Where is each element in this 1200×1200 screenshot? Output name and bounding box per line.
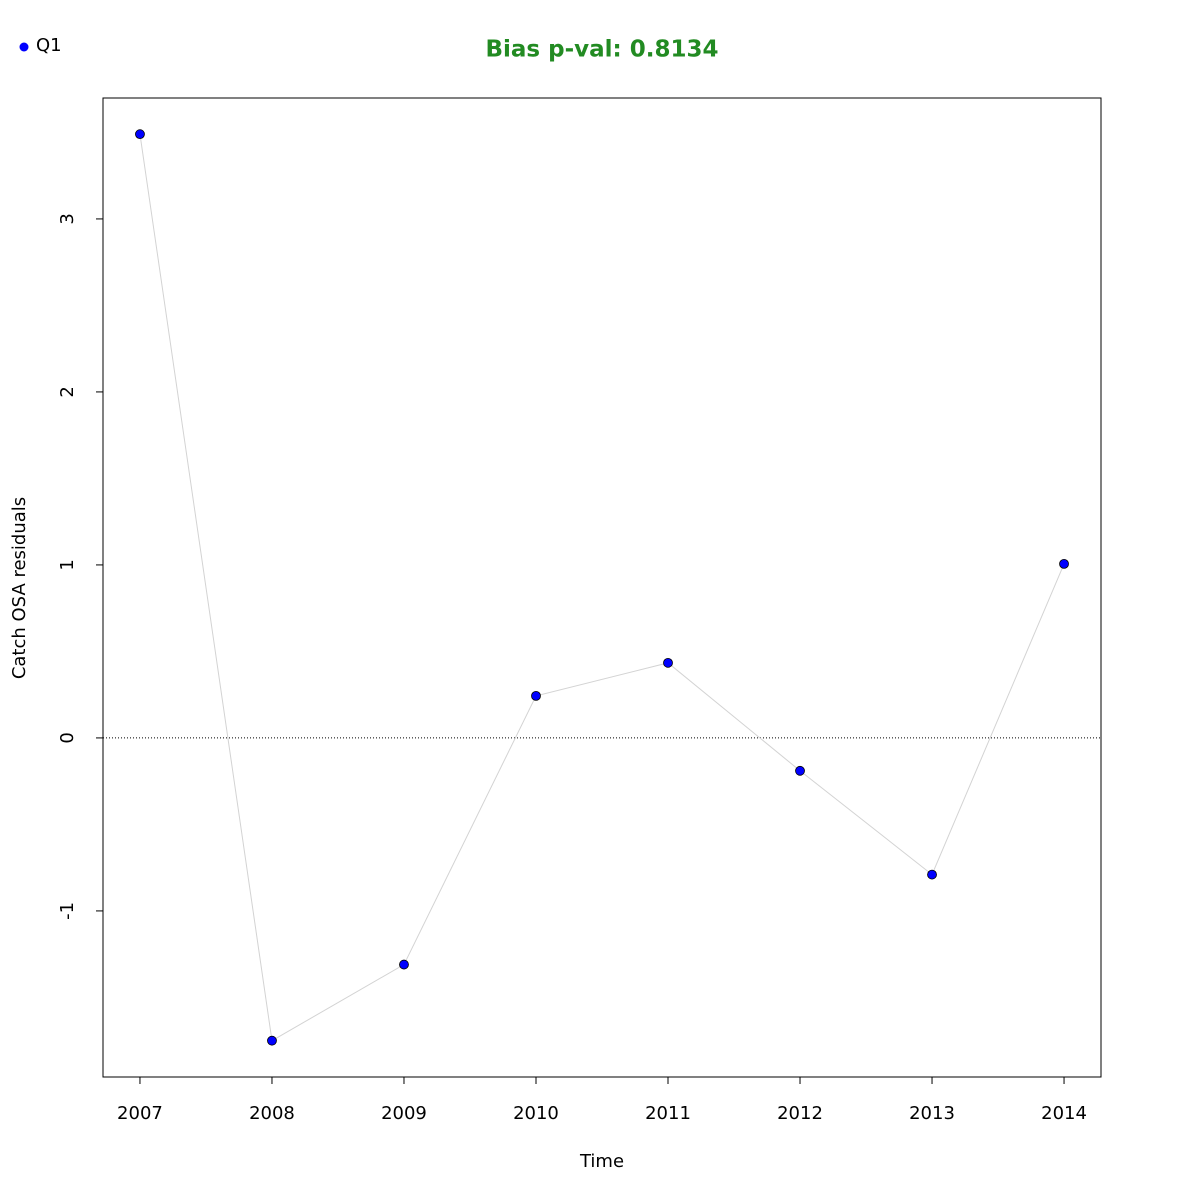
x-tick-label: 2008 <box>249 1103 295 1124</box>
y-tick-label: 1 <box>57 559 78 570</box>
data-point <box>399 959 409 970</box>
x-tick-label: 2014 <box>1041 1103 1087 1124</box>
data-point <box>1059 558 1069 569</box>
legend-label: Q1 <box>36 35 62 56</box>
data-point <box>531 690 541 701</box>
series-line <box>139 134 1065 1042</box>
chart-title: Bias p-val: 0.8134 <box>486 37 719 63</box>
x-tick-label: 2007 <box>117 1103 163 1124</box>
x-tick-label: 2012 <box>777 1103 823 1124</box>
data-point <box>795 765 805 776</box>
data-point <box>135 129 145 140</box>
x-tick-label: 2010 <box>513 1103 559 1124</box>
y-tick-label: 0 <box>57 732 78 743</box>
y-tick-label: -1 <box>57 902 78 920</box>
data-point <box>927 869 937 880</box>
data-point <box>663 657 673 668</box>
data-point <box>267 1035 277 1046</box>
plot-frame <box>102 97 1102 1078</box>
x-tick-label: 2013 <box>909 1103 955 1124</box>
x-tick-label: 2011 <box>645 1103 691 1124</box>
x-axis-label: Time <box>579 1151 624 1172</box>
y-tick-label: 3 <box>57 213 78 224</box>
legend-marker <box>19 42 29 52</box>
y-tick-label: 2 <box>57 386 78 397</box>
y-axis-label: Catch OSA residuals <box>9 497 30 679</box>
x-tick-label: 2009 <box>381 1103 427 1124</box>
